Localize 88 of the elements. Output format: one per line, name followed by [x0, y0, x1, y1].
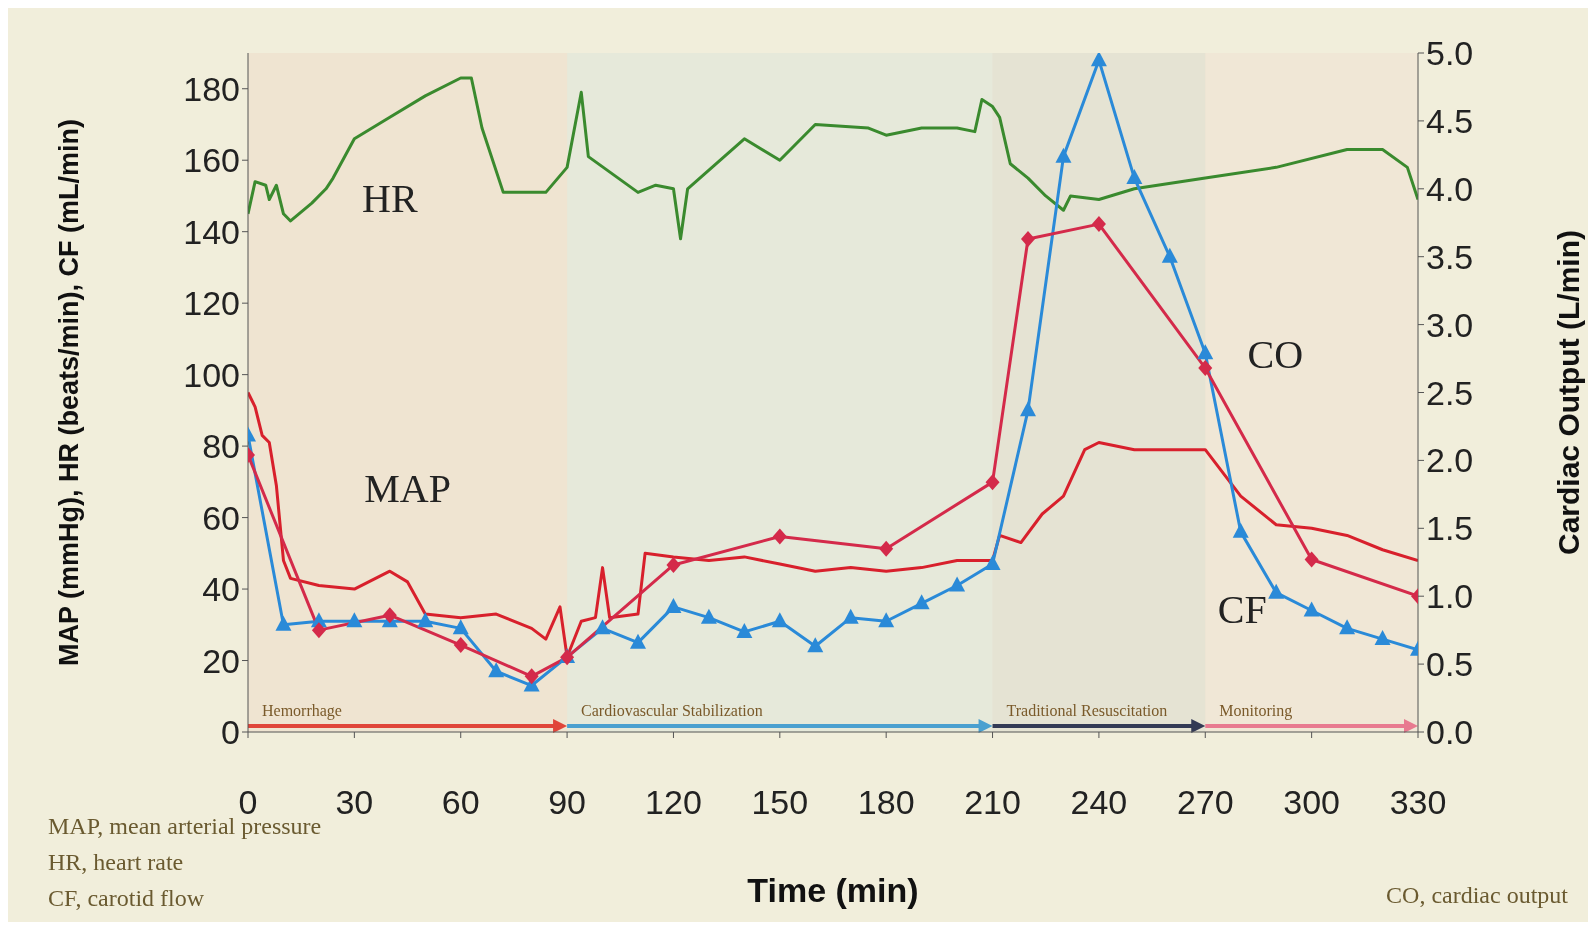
y2-tick-label: 3.0 [1426, 305, 1474, 344]
x-tick-label: 150 [751, 783, 809, 822]
point [311, 622, 326, 639]
y2-tick-label: 1.0 [1426, 577, 1474, 616]
point [524, 668, 539, 685]
point [1303, 601, 1320, 617]
point [842, 608, 859, 624]
y2-tick-label: 5.0 [1426, 34, 1474, 73]
point [736, 622, 753, 638]
point [984, 555, 1001, 571]
text: MAP, mean arterial pressure [48, 813, 322, 841]
y-tick-label: 120 [183, 284, 240, 323]
x-tick-label: 210 [964, 783, 1021, 822]
band-label: Monitoring [1219, 702, 1293, 720]
y-tick-label: 180 [183, 69, 240, 108]
line-series [248, 76, 1418, 241]
y2-tick-label: 1.5 [1426, 509, 1474, 548]
point [666, 556, 681, 573]
x-tick-label: 30 [335, 783, 374, 822]
band-label: Cardiovascular Stabilization [581, 702, 763, 719]
point [1090, 53, 1107, 67]
point [1374, 630, 1391, 646]
point [879, 540, 894, 557]
x-tick-label: 120 [645, 783, 702, 822]
point [878, 612, 895, 628]
point [665, 597, 682, 613]
point [1021, 231, 1035, 248]
x-tick-label: 270 [1176, 783, 1234, 822]
y2-tick-label: 0.5 [1426, 645, 1474, 684]
point [1304, 551, 1319, 568]
point [452, 619, 469, 635]
y2-tick-label: 2.0 [1426, 441, 1474, 480]
point [913, 594, 930, 610]
y-axis-title: MAP (mmHg), HR (beats/min), CF (mL/min) [53, 118, 84, 667]
point [772, 528, 787, 545]
point [1232, 522, 1249, 538]
y-tick-label: 80 [202, 427, 240, 466]
point [1339, 619, 1356, 635]
point [1091, 216, 1106, 233]
x-tick-label: 300 [1283, 783, 1340, 822]
point [771, 612, 788, 628]
point [807, 637, 824, 653]
point [1055, 147, 1072, 163]
point [1198, 360, 1213, 377]
y2-tick-label: 0.0 [1426, 713, 1474, 752]
text: CO, cardiac output [1386, 882, 1568, 909]
y2-tick-label: 2.5 [1426, 373, 1474, 412]
point [453, 637, 468, 654]
y-tick-label: 100 [183, 355, 240, 394]
point [949, 576, 966, 592]
point [985, 474, 1000, 491]
point [382, 607, 397, 624]
x-tick-label: 60 [441, 783, 480, 822]
text: CF, carotid flow [48, 884, 206, 913]
y-tick-label: 20 [202, 641, 240, 680]
point [1197, 344, 1214, 360]
y-tick-label: 60 [202, 498, 240, 537]
x-tick-label: 180 [857, 783, 915, 822]
point [630, 633, 646, 649]
y-tick-label: 0 [221, 713, 240, 752]
y-tick-label: 140 [183, 212, 240, 251]
point [488, 662, 505, 678]
series-label: MAP [364, 465, 451, 511]
y-tick-label: 40 [202, 570, 240, 609]
series-label: CO [1247, 332, 1304, 378]
band-label: Hemorrhage [262, 702, 342, 720]
point [346, 612, 363, 628]
point [275, 615, 292, 631]
y2-tick-label: 4.0 [1426, 169, 1474, 208]
y2-axis-title: Cardiac Output (L/min) [1551, 230, 1585, 555]
series-label: HR [362, 176, 418, 222]
point [1126, 169, 1143, 185]
y-tick-label: 160 [183, 141, 240, 180]
point [594, 619, 611, 635]
x-tick-label: 240 [1070, 783, 1128, 822]
series-label: CF [1217, 586, 1267, 632]
point [1268, 583, 1285, 599]
x-tick-label: 330 [1389, 783, 1447, 822]
band-label: Traditional Resuscitation [1006, 702, 1168, 719]
text: HR, heart rate [48, 848, 185, 877]
x-tick-label: 90 [548, 783, 586, 822]
x-axis-title: Time (min) [747, 871, 919, 909]
y2-tick-label: 3.5 [1426, 237, 1474, 276]
point [417, 612, 434, 628]
y2-tick-label: 4.5 [1426, 101, 1474, 140]
point [1161, 247, 1178, 263]
point [1020, 401, 1036, 417]
point [700, 608, 717, 624]
